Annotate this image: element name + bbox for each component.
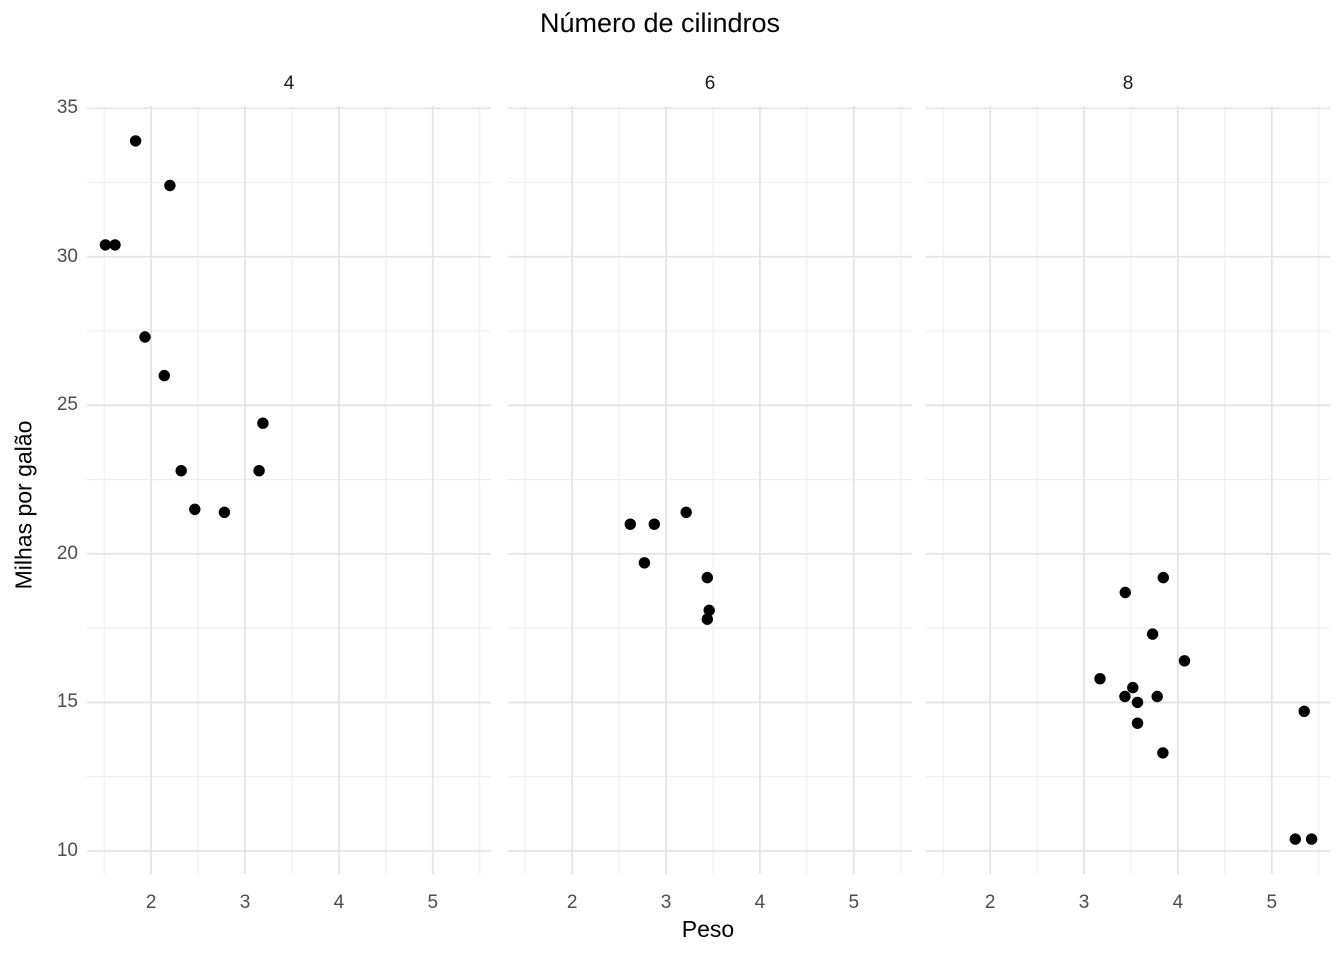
data-point xyxy=(175,465,187,477)
facet-strip-label: 6 xyxy=(704,73,716,94)
data-point xyxy=(1131,717,1144,729)
facet-strip-label: 8 xyxy=(1122,73,1134,94)
data-point xyxy=(1298,705,1310,717)
data-point xyxy=(1146,628,1159,640)
x-axis-tick-label: 3 xyxy=(1078,892,1090,913)
y-axis-tick-label: 35 xyxy=(56,97,78,119)
data-point xyxy=(1127,681,1139,694)
x-axis-tick-label: 5 xyxy=(427,892,439,913)
data-point xyxy=(1157,571,1170,584)
x-axis-tick-label: 3 xyxy=(660,892,672,913)
data-point xyxy=(129,135,142,147)
data-point xyxy=(703,604,715,616)
data-point xyxy=(1289,833,1302,845)
data-point xyxy=(701,613,713,625)
data-point xyxy=(1157,747,1169,759)
data-point xyxy=(1119,690,1131,703)
x-axis-tick-label: 2 xyxy=(566,892,578,913)
x-axis-tick-label: 4 xyxy=(754,892,766,913)
data-point xyxy=(189,503,201,515)
data-point xyxy=(648,518,660,530)
y-axis-tick-label: 25 xyxy=(56,394,78,416)
x-axis-tick-label: 3 xyxy=(239,892,251,913)
x-axis-title: Peso xyxy=(681,916,735,942)
data-point xyxy=(1094,673,1106,685)
x-axis-tick-label: 4 xyxy=(333,892,345,913)
data-point xyxy=(1119,586,1132,599)
y-axis-tick-label: 15 xyxy=(56,691,78,713)
x-axis-tick-label: 2 xyxy=(984,892,996,913)
data-point xyxy=(680,506,692,518)
x-axis-tick-label: 2 xyxy=(145,892,157,913)
data-point xyxy=(218,506,231,518)
data-point xyxy=(1178,655,1191,667)
data-point xyxy=(1131,696,1144,709)
plot-title: Número de cilindros xyxy=(539,8,781,38)
data-point xyxy=(257,417,269,429)
data-point xyxy=(638,557,651,569)
data-point xyxy=(164,179,176,192)
data-point xyxy=(1305,833,1318,845)
data-point xyxy=(99,239,112,251)
x-axis-tick-label: 5 xyxy=(848,892,860,913)
facet-strip-label: 4 xyxy=(283,73,295,94)
y-axis-tick-label: 20 xyxy=(56,542,78,564)
data-point xyxy=(158,369,170,382)
x-axis-tick-label: 4 xyxy=(1172,892,1184,913)
data-point xyxy=(139,331,151,343)
data-point xyxy=(109,239,121,251)
data-point xyxy=(253,465,265,477)
y-axis-tick-label: 10 xyxy=(56,839,78,861)
y-axis-tick-label: 30 xyxy=(56,245,78,267)
data-point xyxy=(1151,690,1163,703)
data-point xyxy=(624,518,636,530)
x-axis-tick-label: 5 xyxy=(1266,892,1278,913)
data-point xyxy=(701,571,713,584)
